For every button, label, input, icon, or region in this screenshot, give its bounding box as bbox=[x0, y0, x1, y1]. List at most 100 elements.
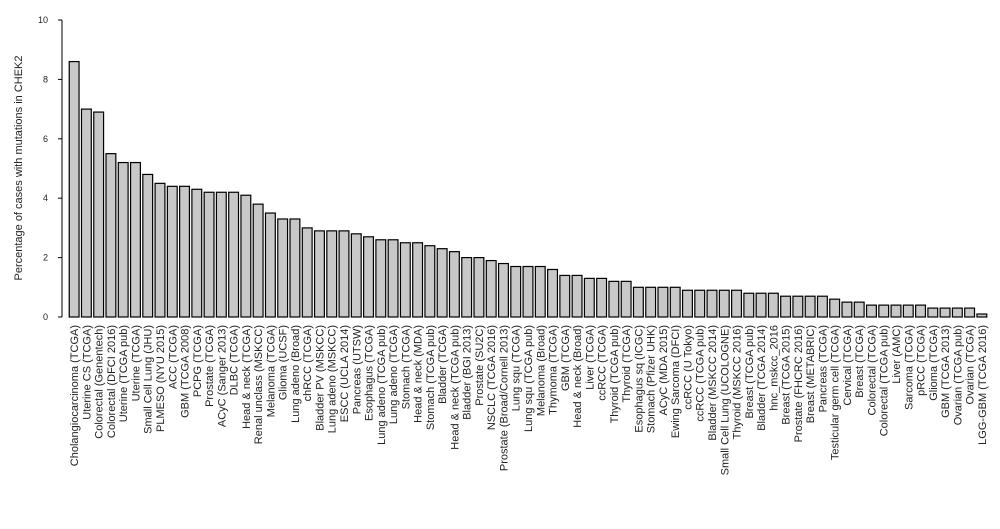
x-tick-label: Lung adeno (TCGA) bbox=[388, 325, 400, 424]
x-tick-label: Thyroid (TCGA) bbox=[621, 325, 633, 403]
bar bbox=[608, 280, 620, 318]
bar bbox=[264, 212, 276, 318]
x-tick-label: Renal unclass (MSKCC) bbox=[253, 325, 265, 444]
bar bbox=[571, 274, 583, 318]
y-tick-label: 10 bbox=[38, 15, 48, 25]
bar bbox=[424, 245, 436, 318]
bar bbox=[927, 307, 939, 318]
x-tick-label: PLMESO (NYU 2015) bbox=[155, 325, 167, 432]
x-tick-label: Stomach (Pfizer UHK) bbox=[646, 325, 658, 433]
x-tick-label: Colorectal (TCGA pub) bbox=[879, 325, 891, 436]
x-tick-label: Liver (AMC) bbox=[891, 325, 903, 384]
bar bbox=[93, 111, 105, 318]
bar bbox=[964, 307, 976, 318]
bar bbox=[326, 230, 338, 318]
bar bbox=[289, 218, 301, 318]
x-tick-label: GBM (TCGA 2013) bbox=[940, 325, 952, 418]
bar bbox=[461, 257, 473, 318]
bar bbox=[596, 277, 608, 318]
x-tick-label: Testicular germ cell (TCGA) bbox=[830, 325, 842, 460]
x-tick-label: Colorectal (DFCI 2016) bbox=[106, 325, 118, 438]
x-tick-label: LGG-GBM (TCGA 2016) bbox=[977, 325, 989, 445]
bar bbox=[399, 242, 411, 318]
bar bbox=[240, 194, 252, 318]
x-tick-label: Uterine CS (TCGA) bbox=[81, 325, 93, 420]
bar bbox=[743, 292, 755, 318]
bar bbox=[534, 265, 546, 318]
x-tick-label: ACyC (Sanger 2013) bbox=[216, 325, 228, 427]
bar bbox=[853, 301, 865, 318]
x-tick-label: Breast (METABRIC) bbox=[805, 325, 817, 423]
bar bbox=[559, 274, 571, 318]
bar bbox=[547, 268, 559, 318]
x-tick-label: Bladder PV (MSKCC) bbox=[314, 325, 326, 431]
x-tick-label: Bladder (BGI 2013) bbox=[462, 325, 474, 420]
x-tick-label: Melanoma (Broad) bbox=[535, 325, 547, 416]
bar bbox=[485, 259, 497, 318]
x-tick-label: Cervical (TCGA) bbox=[842, 325, 854, 406]
x-tick-label: Ovarian (TCGA) bbox=[965, 325, 977, 404]
bar bbox=[865, 304, 877, 318]
bar bbox=[448, 251, 460, 318]
bar bbox=[841, 301, 853, 318]
bar bbox=[387, 239, 399, 318]
x-tick-label: pRCC (TCGA) bbox=[916, 325, 928, 396]
x-tick-label: NSCLC (TCGA 2016) bbox=[486, 325, 498, 430]
bar bbox=[804, 295, 816, 318]
x-tick-label: Breast (TCGA) bbox=[854, 325, 866, 398]
bar bbox=[657, 286, 669, 318]
bar bbox=[252, 203, 264, 318]
bar bbox=[166, 185, 178, 318]
y-tick-label: 2 bbox=[43, 253, 48, 263]
bar bbox=[694, 289, 706, 318]
x-tick-label: Melanoma (TCGA) bbox=[265, 325, 277, 417]
x-tick-label: Colorectal (Genentech) bbox=[94, 325, 106, 439]
x-tick-label: Head & neck (TCGA pub) bbox=[449, 325, 461, 450]
x-tick-label: Liver (TCGA) bbox=[584, 325, 596, 390]
bar bbox=[350, 233, 362, 318]
x-tick-label: Pancreas (TCGA) bbox=[817, 325, 829, 412]
x-tick-label: chRCC (TCGA) bbox=[302, 325, 314, 401]
x-tick-label: Stomach (TCGA) bbox=[400, 325, 412, 409]
bar bbox=[497, 262, 509, 318]
x-tick-label: Thyroid (TCGA pub) bbox=[609, 325, 621, 423]
bar bbox=[681, 289, 693, 318]
y-tick-label: 6 bbox=[43, 134, 48, 144]
x-tick-label: GBM (TCGA) bbox=[560, 325, 572, 391]
y-axis-title: Percentage of cases with mutations in CH… bbox=[13, 55, 25, 280]
x-tick-label: Bladder (TCGA) bbox=[437, 325, 449, 404]
bar bbox=[755, 292, 767, 318]
x-tick-label: Prostate (SU2C) bbox=[474, 325, 486, 406]
x-tick-label: Pancreas (UTSW) bbox=[351, 325, 363, 414]
bar bbox=[951, 307, 963, 318]
x-tick-label: Lung adeno (MSKCC) bbox=[327, 325, 339, 433]
x-tick-label: Thymoma (TCGA) bbox=[548, 325, 560, 415]
bar bbox=[669, 286, 681, 318]
x-tick-label: Small Cell Lung (JHU) bbox=[143, 325, 155, 434]
x-tick-label: Head & neck (Broad) bbox=[572, 325, 584, 428]
bar bbox=[829, 298, 841, 318]
x-tick-label: Ovarian (TCGA pub) bbox=[952, 325, 964, 425]
bar bbox=[706, 289, 718, 318]
x-tick-label: Esophagus (TCGA) bbox=[364, 325, 376, 421]
bar bbox=[363, 236, 375, 318]
x-tick-label: ccRCC (TCGA pub) bbox=[695, 325, 707, 422]
bar bbox=[620, 280, 632, 318]
x-tick-label: Lung squ (TCGA pub) bbox=[523, 325, 535, 432]
x-tick-label: Sarcoma (TCGA) bbox=[903, 325, 915, 410]
bar bbox=[436, 248, 448, 318]
y-tick-label: 4 bbox=[43, 193, 48, 203]
x-tick-label: PCPG (TCGA) bbox=[192, 325, 204, 397]
bar bbox=[632, 286, 644, 318]
y-tick-label: 0 bbox=[43, 312, 48, 322]
bar bbox=[215, 191, 227, 318]
bar bbox=[645, 286, 657, 318]
x-tick-label: ccRCC (TCGA) bbox=[597, 325, 609, 401]
x-tick-label: hnc_mskcc_2016 bbox=[768, 325, 780, 411]
bar bbox=[878, 304, 890, 318]
bar bbox=[117, 161, 129, 318]
bar bbox=[142, 173, 154, 318]
x-tick-label: Ewing Sarcoma (DFCI) bbox=[670, 325, 682, 438]
x-tick-label: DLBC (TCGA) bbox=[229, 325, 241, 395]
